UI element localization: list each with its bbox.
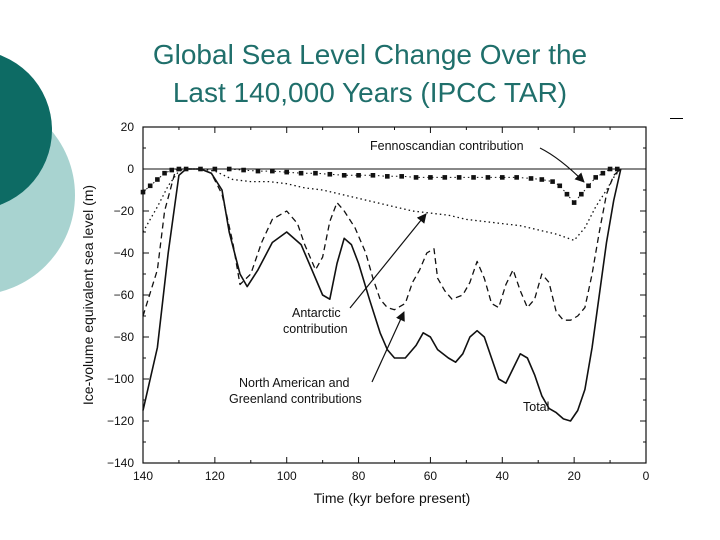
series-point-marker [356,173,361,178]
series-point-marker [385,174,390,179]
series-point-marker [226,166,232,172]
slide-decoration [0,55,75,292]
slide-title-line-2: Last 140,000 Years (IPCC TAR) [172,77,568,108]
y-tick-label: −140 [107,456,134,470]
series-point-marker [571,200,577,205]
x-tick-label: 100 [277,469,297,483]
series-point-marker [600,170,606,176]
series-point-marker [471,175,476,180]
series-point-marker [140,189,146,195]
x-tick-label: 120 [205,469,225,483]
annotation-fennoscandian: Fennoscandian contribution [370,139,524,153]
x-tick-label: 140 [133,469,153,483]
series-point-marker [176,166,182,172]
slide-title-line-1: Global Sea Level Change Over the [152,39,588,70]
series-point-marker [270,168,275,174]
y-tick-label: −120 [107,414,134,428]
y-axis-label: Ice-volume equivalent sea level (m) [80,185,96,405]
series-point-marker [442,175,448,180]
series-point-marker [313,170,318,176]
annotation-total: Total [523,400,549,414]
series-point-marker [162,170,167,176]
series-point-marker [528,176,534,181]
series-point-marker [327,171,333,177]
series-point-marker [586,183,591,189]
series-point-marker [428,175,433,180]
annotation-antarctic-line-1: Antarctic [292,306,341,320]
series-point-marker [147,183,153,189]
series-point-marker [155,177,160,182]
series-point-marker [255,168,261,174]
series-point-marker [169,167,175,173]
annotation-north-american-line-1: North American and [239,376,350,390]
series-point-marker [284,169,290,175]
series-point-marker [399,174,404,179]
decorative-circle-dark [0,55,52,205]
y-tick-label: 0 [127,162,134,176]
series-line-solid [142,168,622,422]
series-line-square-markers [142,168,618,204]
x-tick-label: 80 [352,469,366,483]
plot-frame [142,126,647,464]
x-tick-label: 60 [424,469,438,483]
arrow-north-american [371,311,405,383]
x-axis-label: Time (kyr before present) [314,490,471,506]
series-point-marker [607,166,613,172]
series-point-marker [212,166,218,172]
series-line-dashed [142,168,622,321]
arrow-fennoscandian [539,147,585,183]
arrow-antarctic [349,213,427,309]
annotation-north-american-line-2: Greenland contributions [229,392,362,406]
dash-mark [670,118,683,119]
series-point-marker [593,175,598,180]
x-tick-label: 20 [567,469,581,483]
series-point-marker [499,175,505,180]
y-tick-label: −100 [107,372,134,386]
series-point-marker [183,166,189,172]
series-point-marker [341,173,347,178]
series-point-marker [370,173,376,178]
series-point-marker [614,166,620,172]
series-point-marker [456,175,462,180]
series-point-marker [413,175,419,180]
series-point-marker [550,179,555,184]
y-tick-label: −40 [114,246,135,260]
y-tick-label: −20 [114,204,135,218]
annotation-antarctic-line-2: contribution [283,322,348,336]
series-point-marker [241,167,246,173]
y-tick-label: −80 [114,330,135,344]
series-point-marker [514,175,519,180]
x-tick-label: 0 [643,469,650,483]
series-point-marker [539,177,545,182]
y-tick-label: −60 [114,288,135,302]
slide-title: Global Sea Level Change Over the Last 14… [100,36,640,112]
series-point-marker [198,166,203,172]
x-tick-label: 40 [496,469,510,483]
series-point-marker [485,175,491,180]
series-point-marker [557,183,563,189]
series-point-marker [564,191,570,197]
series-point-marker [298,170,304,176]
y-tick-label: 20 [121,120,135,134]
series-point-marker [579,191,584,197]
